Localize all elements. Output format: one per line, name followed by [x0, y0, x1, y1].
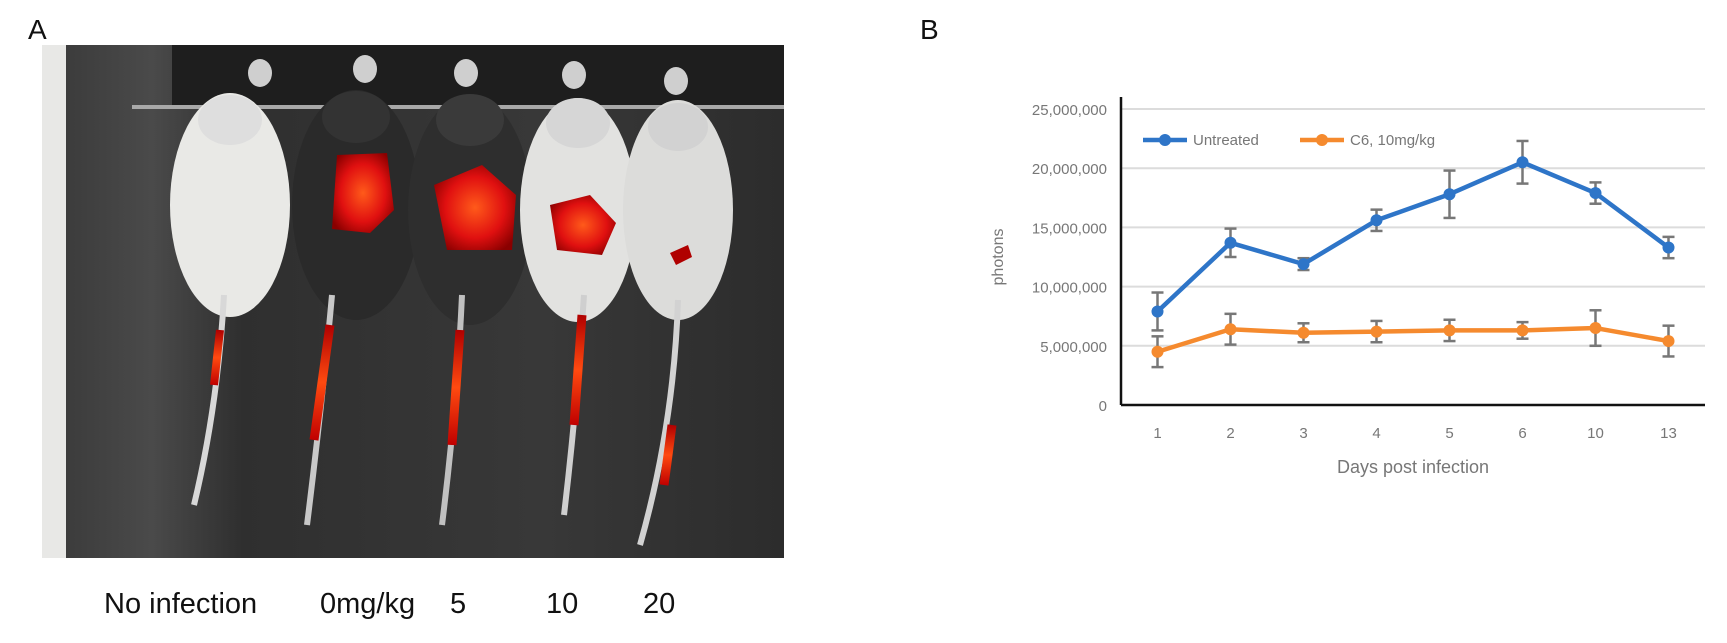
series-1	[1151, 309, 1675, 369]
data-point	[1589, 187, 1602, 200]
data-point	[1662, 335, 1675, 348]
y-axis-label: photons	[990, 229, 1007, 286]
legend: Untreated C6, 10mg/kg	[1143, 132, 1435, 149]
nose-cone	[248, 59, 272, 87]
nose-cone	[664, 67, 688, 95]
lung-signal	[670, 245, 692, 265]
legend-swatch-marker	[1316, 134, 1328, 146]
nose-cone	[353, 55, 377, 83]
legend-label: C6, 10mg/kg	[1350, 132, 1435, 149]
mouse-no-infection	[170, 93, 290, 506]
mouse-0mg-kg	[292, 90, 420, 526]
x-tick-label: 4	[1372, 425, 1380, 442]
data-point	[1224, 323, 1237, 336]
nose-cone	[562, 61, 586, 89]
mouse-10-mg-kg	[520, 98, 636, 516]
data-point	[1370, 214, 1383, 227]
mouse-5-mg-kg	[408, 94, 532, 526]
lung-signal	[434, 165, 516, 250]
x-tick-label: 6	[1518, 425, 1526, 442]
y-tick-label: 0	[1099, 398, 1107, 415]
series-0	[1151, 139, 1675, 332]
data-point	[1370, 325, 1383, 338]
y-tick-labels: 0 5,000,000 10,000,000 15,000,000 20,000,000…	[1032, 102, 1107, 415]
data-point	[1297, 326, 1310, 339]
data-point	[1151, 345, 1164, 358]
mouse-imaging-photo	[42, 45, 784, 558]
nose-cone	[454, 59, 478, 87]
data-point	[1151, 305, 1164, 318]
mouse-imaging-illustration	[132, 45, 784, 546]
y-tick-label: 10,000,000	[1032, 280, 1107, 297]
legend-label: Untreated	[1193, 132, 1259, 149]
group-label-10: 10	[546, 588, 579, 620]
lung-signal	[332, 153, 394, 233]
mouse-20-mg-kg	[623, 100, 733, 546]
x-tick-label: 2	[1226, 425, 1234, 442]
lung-signal	[550, 195, 616, 255]
y-tick-label: 15,000,000	[1032, 220, 1107, 237]
axes	[1119, 97, 1705, 407]
y-tick-label: 25,000,000	[1032, 102, 1107, 119]
data-point	[1662, 241, 1675, 254]
data-point	[1516, 156, 1529, 169]
series-line	[1155, 160, 1670, 314]
y-tick-label: 20,000,000	[1032, 161, 1107, 178]
data-point	[1443, 324, 1456, 337]
data-point	[1443, 188, 1456, 201]
grid	[1121, 108, 1705, 347]
data-point	[1589, 322, 1602, 335]
x-tick-label: 13	[1660, 425, 1677, 442]
data-point	[1516, 324, 1529, 337]
series-layer	[1151, 139, 1675, 369]
x-tick-label: 10	[1587, 425, 1604, 442]
legend-swatch-marker	[1159, 134, 1171, 146]
x-axis-label: Days post infection	[1337, 457, 1489, 477]
data-point	[1224, 236, 1237, 249]
group-label-20: 20	[643, 588, 676, 620]
x-tick-label: 1	[1153, 425, 1161, 442]
x-tick-label: 3	[1299, 425, 1307, 442]
x-tick-labels: 1 2 3 4 5 6 10 13	[1153, 425, 1677, 442]
group-label-5: 5	[450, 588, 467, 620]
series-line	[1156, 325, 1669, 354]
y-tick-label: 5,000,000	[1040, 339, 1107, 356]
x-tick-label: 5	[1445, 425, 1453, 442]
group-label-no-infection: No infection	[104, 588, 258, 620]
panel-b-letter: B	[920, 14, 939, 45]
photons-line-chart: 0 5,000,000 10,000,000 15,000,000 20,000,000…	[990, 97, 1705, 477]
data-point	[1297, 258, 1310, 271]
group-label-0mg-kg: 0mg/kg	[320, 588, 416, 620]
panel-a-letter: A	[28, 14, 47, 45]
